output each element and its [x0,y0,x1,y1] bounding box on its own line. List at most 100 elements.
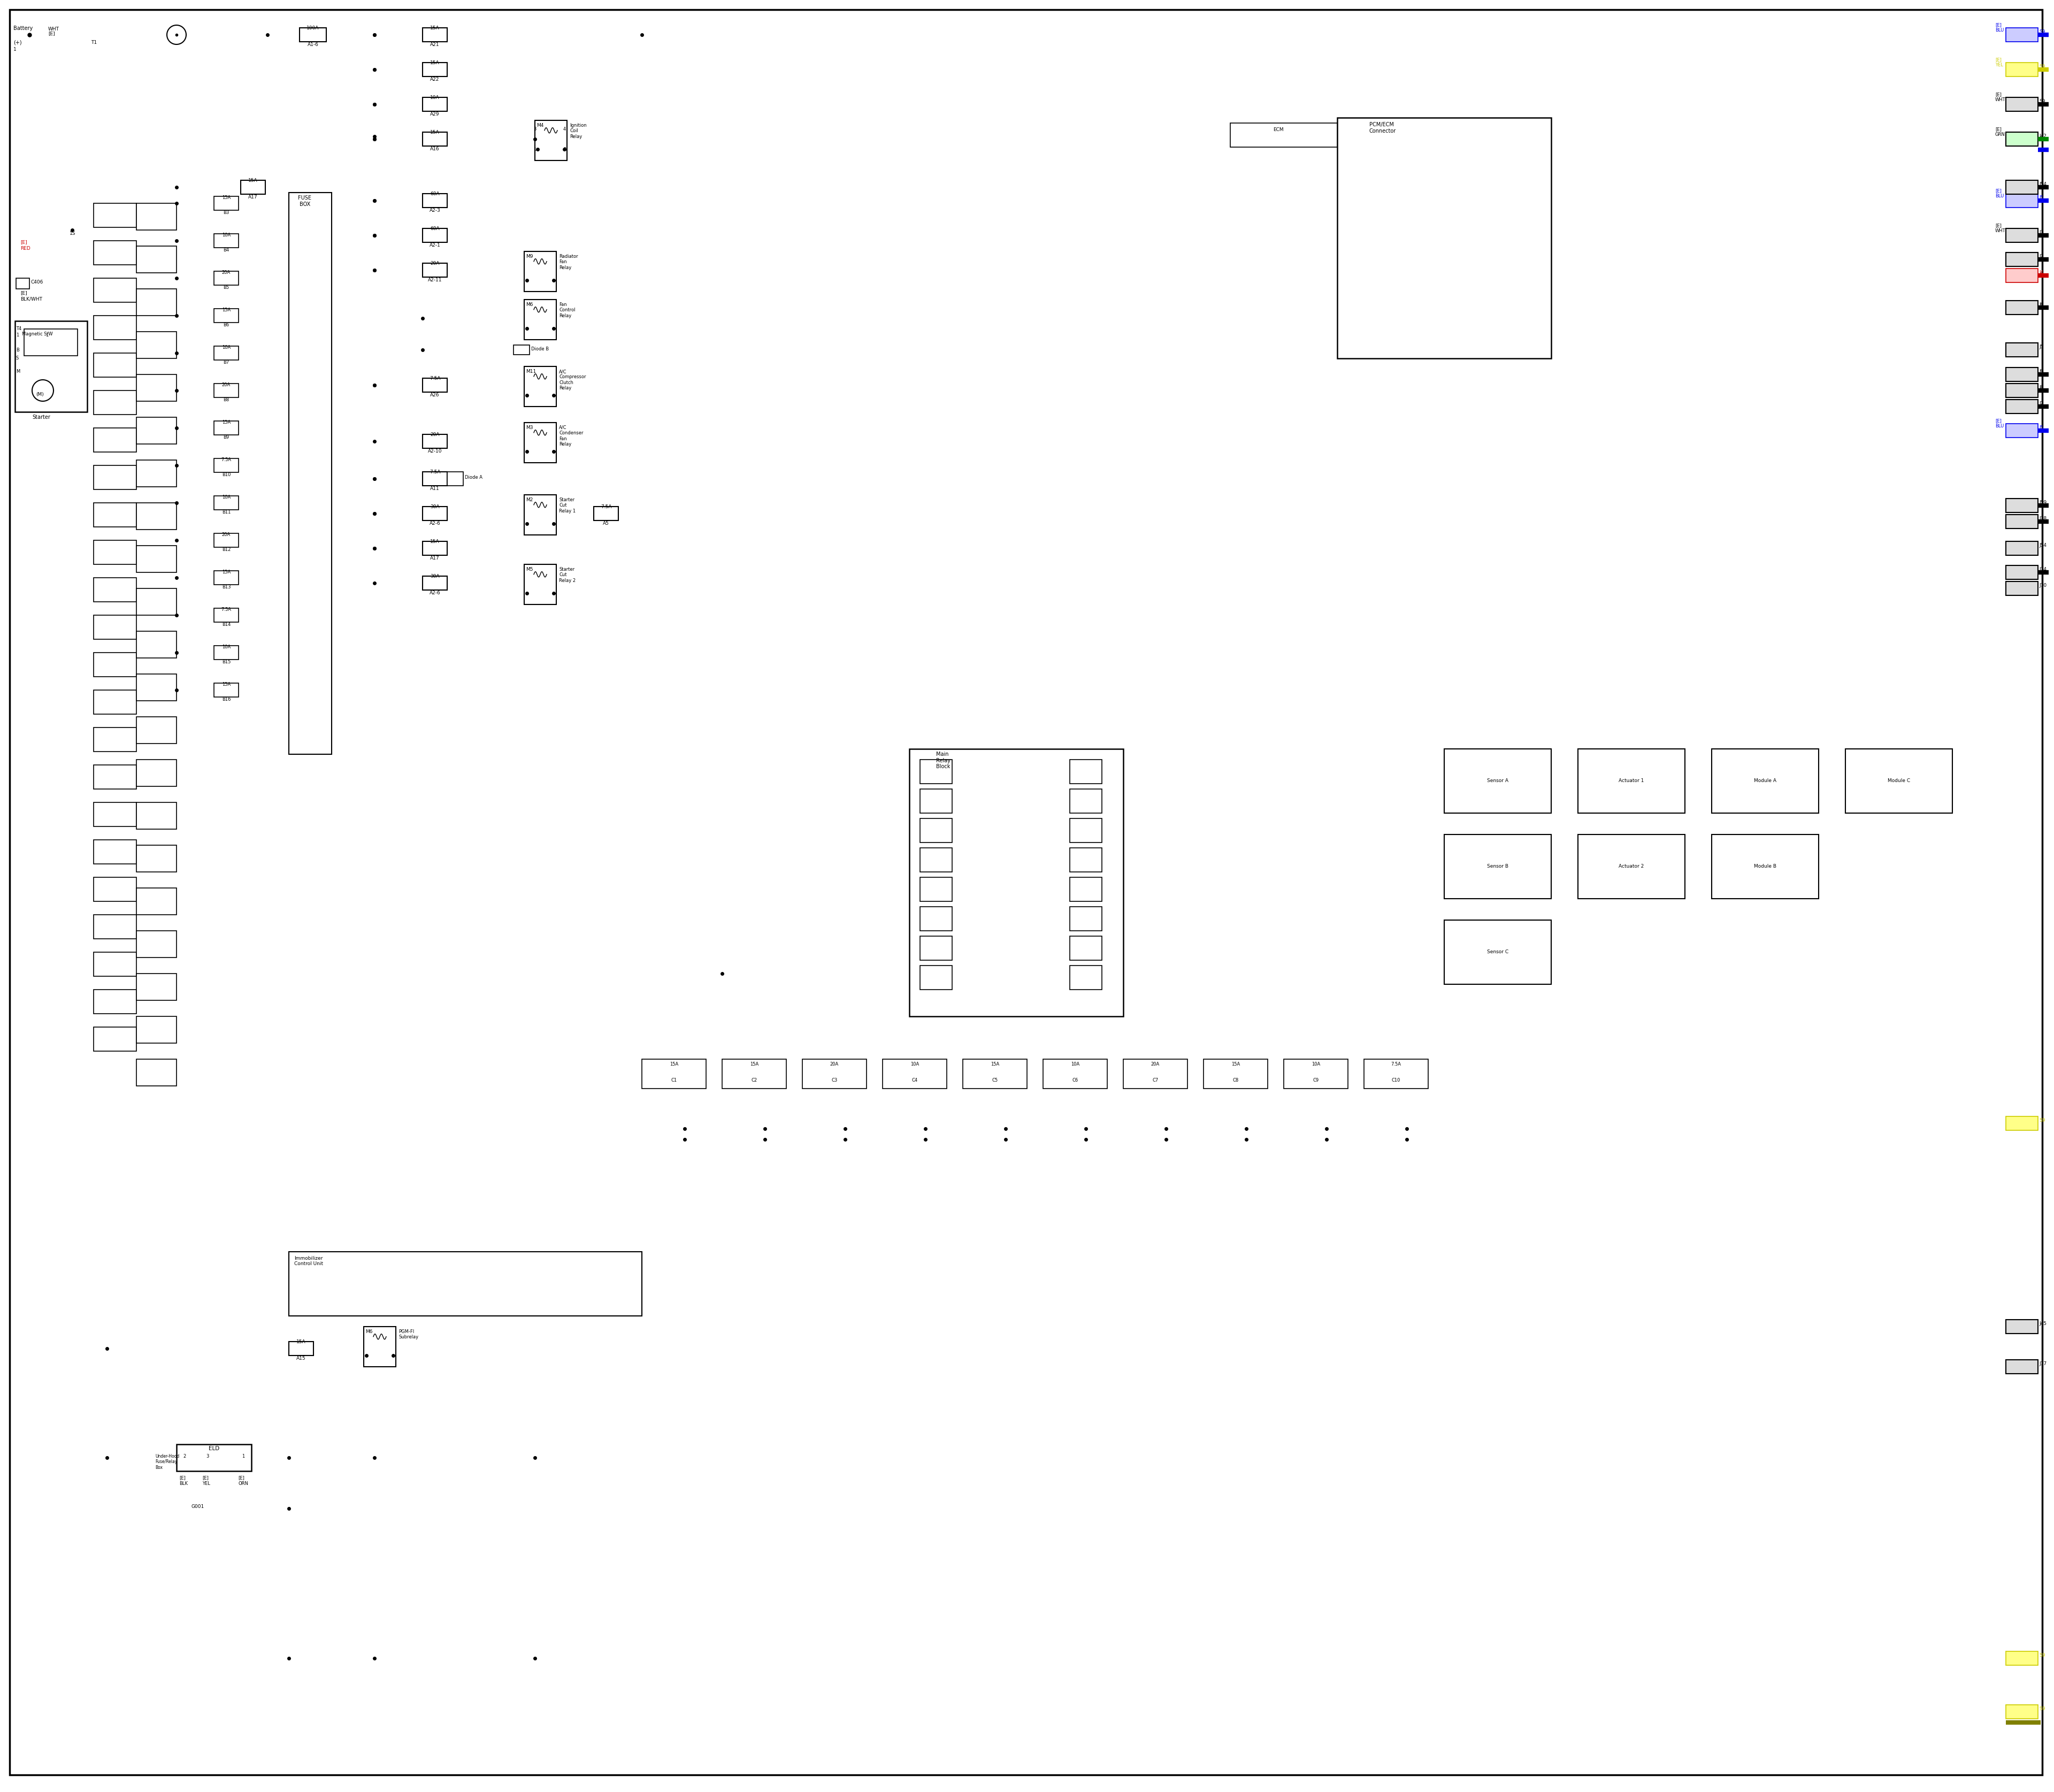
Text: J38: J38 [2040,516,2046,521]
Text: S9: S9 [2040,65,2046,70]
Bar [2007,133,2038,145]
Text: Sensor C: Sensor C [1487,950,1508,955]
Bar [920,878,953,901]
Text: 15A: 15A [429,61,440,65]
Text: ELD: ELD [210,1446,220,1452]
Text: Diode B: Diode B [532,346,548,351]
Text: 20A: 20A [429,262,440,265]
Text: WHT: WHT [1994,97,2005,102]
Text: 2: 2 [183,1453,185,1459]
Text: M5: M5 [526,566,534,572]
Text: [E]: [E] [21,290,27,296]
Bar [214,197,238,210]
Text: S9: S9 [2040,1118,2046,1124]
Bar [136,631,177,658]
Bar [136,461,177,487]
Bar [136,889,177,914]
Bar [423,133,448,145]
Text: S9: S9 [2040,99,2046,104]
Text: PGM-FI
Subrelay: PGM-FI Subrelay [398,1330,419,1340]
Bar [214,496,238,509]
Bar [514,346,530,355]
Text: B12: B12 [222,547,230,552]
Text: Module C: Module C [1888,778,1910,783]
Bar [94,315,136,340]
Text: 4: 4 [563,127,567,131]
Text: ECM: ECM [1273,127,1284,133]
Text: Starter: Starter [33,414,49,419]
Text: 15A: 15A [222,570,230,575]
Bar [214,308,238,323]
Text: 15A: 15A [222,419,230,425]
Bar [1204,1059,1267,1088]
Text: 15A: 15A [222,683,230,686]
Bar [94,278,136,303]
Text: 30A: 30A [429,504,440,509]
Bar [94,202,136,228]
Bar [920,848,953,873]
Bar [920,966,953,989]
Text: A2-1: A2-1 [429,244,440,247]
Bar [136,674,177,701]
Text: A16: A16 [429,147,440,151]
Text: A21: A21 [429,43,440,47]
Text: C4: C4 [912,1077,918,1082]
Text: A2-10: A2-10 [427,448,442,453]
Text: 1: 1 [534,147,536,152]
Text: B7: B7 [224,360,230,366]
Bar [1070,966,1101,989]
Text: Ignition
Coil
Relay: Ignition Coil Relay [569,124,587,140]
Bar [1070,760,1101,783]
Bar [214,233,238,247]
Bar [1444,835,1551,898]
Text: BLU: BLU [1994,194,2005,199]
Text: 7.5A: 7.5A [222,607,232,611]
Text: Fan
Control
Relay: Fan Control Relay [559,303,575,319]
Bar [94,840,136,864]
Bar [94,728,136,751]
Text: 15A: 15A [429,25,440,30]
Text: Module B: Module B [1754,864,1777,869]
Text: C9: C9 [1313,1077,1319,1082]
Text: 20A: 20A [830,1063,838,1066]
Text: 15A: 15A [296,1339,306,1344]
Text: J54: J54 [2040,181,2046,186]
Bar [2007,581,2038,595]
Bar [1070,788,1101,814]
Text: 20A: 20A [222,382,230,387]
Bar [136,803,177,830]
Text: Actuator 2: Actuator 2 [1619,864,1643,869]
Text: A2-6: A2-6 [429,521,440,525]
Text: A17: A17 [249,195,257,199]
Bar [136,545,177,572]
Text: Battery: Battery [14,25,33,30]
Bar [136,973,177,1000]
Text: J17: J17 [2040,1362,2046,1366]
Bar [920,907,953,930]
Text: J2: J2 [2040,401,2044,407]
Bar [2007,269,2038,283]
Text: B6: B6 [224,323,230,328]
Bar [214,383,238,398]
Bar [94,353,136,376]
Text: A5: A5 [604,521,610,525]
Bar [94,466,136,489]
Text: B13: B13 [222,584,230,590]
Text: A/C
Condenser
Fan
Relay: A/C Condenser Fan Relay [559,425,583,446]
Bar [2007,1319,2038,1333]
Text: 3: 3 [534,127,536,131]
Bar [94,914,136,939]
Bar [25,330,78,357]
Bar [534,120,567,161]
Bar [2007,1360,2038,1374]
Bar [910,749,1124,1016]
Text: T1: T1 [90,39,97,45]
Bar [423,541,448,556]
Text: 60A: 60A [429,226,440,231]
Bar [214,459,238,473]
Text: A15: A15 [296,1357,306,1360]
Bar [94,539,136,564]
Text: J45: J45 [2040,1321,2046,1326]
Bar [214,645,238,659]
Bar [2007,228,2038,242]
